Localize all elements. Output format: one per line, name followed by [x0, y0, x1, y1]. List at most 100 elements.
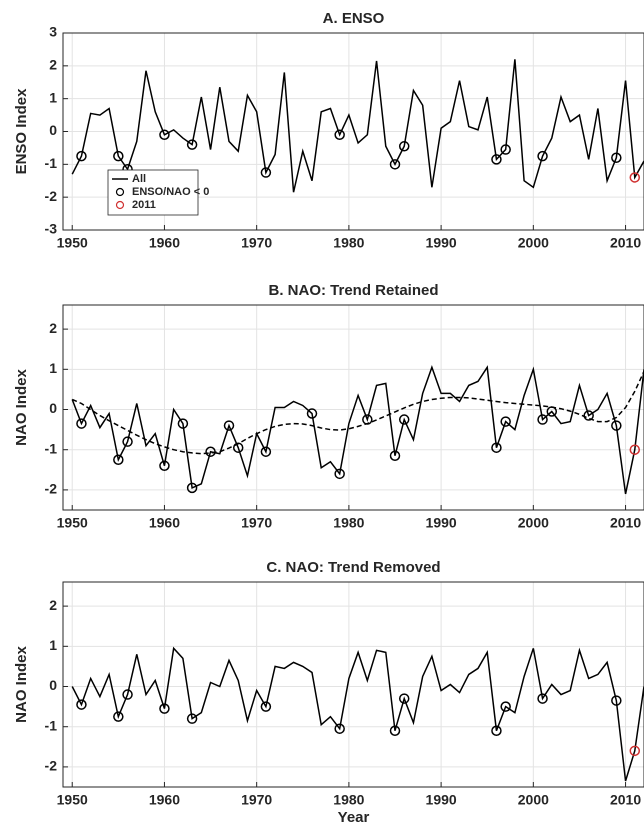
data-marker — [186, 482, 198, 494]
data-marker — [232, 442, 244, 453]
x-tick-label: 1970 — [241, 792, 272, 808]
x-tick-label: 2010 — [610, 235, 641, 251]
data-marker — [260, 446, 272, 457]
y-tick-label: 2 — [49, 597, 57, 613]
data-marker — [389, 450, 401, 461]
x-tick-label: 1980 — [333, 515, 364, 531]
data-marker — [159, 703, 170, 714]
data-marker — [491, 442, 502, 453]
chart-title: B. NAO: Trend Retained — [268, 282, 438, 299]
x-tick-label: 1980 — [333, 792, 364, 808]
data-marker — [76, 699, 87, 710]
data-marker — [611, 420, 622, 431]
legend-swatch — [115, 200, 125, 210]
data-marker — [205, 446, 216, 457]
data-marker — [629, 172, 641, 183]
data-marker — [260, 167, 272, 178]
data-marker — [546, 406, 558, 417]
y-tick-label: -2 — [45, 758, 58, 774]
x-tick-label: 1980 — [333, 235, 364, 251]
data-marker — [334, 723, 345, 734]
y-tick-label: 0 — [49, 677, 57, 693]
x-tick-label: 1970 — [241, 235, 272, 251]
data-marker — [223, 420, 235, 431]
y-tick-label: -1 — [45, 440, 58, 456]
data-marker — [500, 144, 511, 155]
data-marker — [334, 129, 345, 141]
x-tick-label: 1950 — [57, 792, 88, 808]
data-marker — [500, 416, 511, 427]
y-tick-label: 2 — [49, 57, 57, 73]
data-marker — [398, 693, 410, 704]
x-axis-label: Year — [338, 809, 370, 825]
data-marker — [500, 701, 511, 712]
data-line — [71, 59, 644, 193]
data-marker — [76, 418, 87, 429]
data-marker — [362, 414, 373, 425]
legend-label: ENSO/NAO < 0 — [132, 186, 209, 198]
data-marker — [306, 408, 318, 419]
data-marker — [398, 414, 410, 425]
plot-frame — [62, 304, 644, 511]
data-marker — [113, 711, 124, 722]
y-tick-label: -1 — [45, 717, 58, 733]
y-tick-label: 3 — [49, 24, 57, 40]
chart-title: A. ENSO — [323, 10, 385, 27]
data-marker — [177, 418, 189, 429]
y-axis-label: NAO Index — [13, 369, 30, 446]
x-tick-label: 1990 — [426, 235, 457, 251]
data-marker — [629, 444, 641, 455]
data-marker — [186, 713, 198, 724]
x-tick-label: 2010 — [610, 792, 641, 808]
chart-title: C. NAO: Trend Removed — [266, 559, 440, 576]
y-tick-label: -1 — [45, 155, 58, 171]
data-marker — [76, 150, 87, 162]
x-tick-label: 1960 — [149, 515, 180, 531]
data-marker — [122, 689, 133, 700]
data-marker — [186, 139, 198, 150]
x-tick-label: 1960 — [149, 235, 180, 251]
data-marker — [491, 725, 502, 736]
data-line — [71, 646, 644, 782]
data-marker — [611, 152, 622, 164]
data-marker — [491, 154, 502, 165]
plot-frame — [62, 32, 644, 231]
data-marker — [334, 468, 345, 480]
y-tick-label: -3 — [45, 221, 58, 237]
data-marker — [113, 150, 124, 162]
data-line — [71, 371, 644, 455]
data-marker — [537, 150, 548, 162]
y-axis-label: ENSO Index — [13, 88, 30, 175]
data-marker — [389, 725, 401, 736]
legend-label: All — [132, 173, 146, 185]
legend-swatch — [115, 187, 125, 197]
y-tick-label: 1 — [49, 89, 57, 105]
x-tick-label: 2000 — [518, 792, 549, 808]
data-marker — [389, 159, 401, 170]
y-tick-label: 1 — [49, 637, 57, 653]
data-marker — [537, 693, 548, 704]
data-marker — [113, 454, 124, 466]
legend-label: 2011 — [132, 199, 156, 211]
data-marker — [583, 410, 594, 421]
data-marker — [537, 414, 548, 425]
x-tick-label: 1960 — [149, 792, 180, 808]
y-tick-label: 0 — [49, 122, 57, 138]
data-marker — [122, 436, 133, 447]
x-tick-label: 1990 — [426, 792, 457, 808]
y-tick-label: 0 — [49, 400, 57, 416]
data-marker — [159, 460, 170, 472]
plot-area — [63, 582, 644, 787]
y-tick-label: 1 — [49, 360, 57, 376]
x-tick-label: 2000 — [518, 235, 549, 251]
y-axis-label: NAO Index — [13, 646, 30, 723]
data-marker — [398, 141, 410, 152]
x-tick-label: 1950 — [57, 235, 88, 251]
plot-frame — [62, 581, 644, 788]
data-marker — [611, 695, 622, 706]
y-tick-label: 2 — [49, 320, 57, 336]
x-tick-label: 1950 — [57, 515, 88, 531]
x-tick-label: 1970 — [241, 515, 272, 531]
